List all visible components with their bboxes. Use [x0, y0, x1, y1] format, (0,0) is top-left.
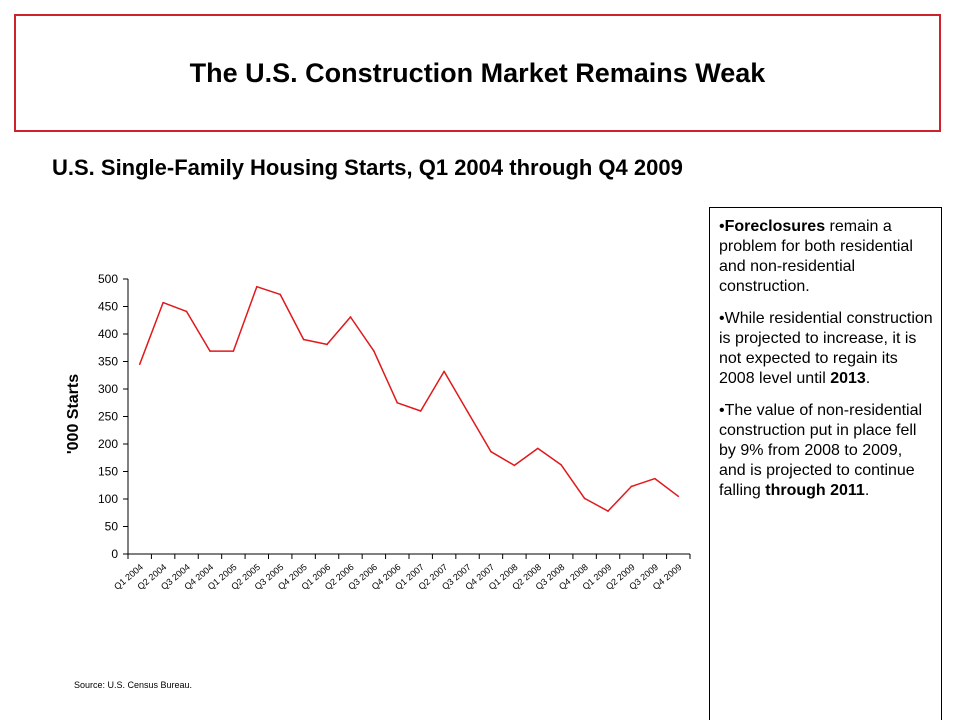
note-foreclosures: •Foreclosures remain a problem for both …	[719, 218, 913, 295]
y-axis-label: '000 Starts	[65, 374, 82, 454]
note-residential-year: 2013	[830, 370, 866, 387]
notes-panel: •Foreclosures remain a problem for both …	[709, 207, 942, 720]
y-tick-label: 300	[98, 382, 118, 396]
series-line	[138, 285, 679, 512]
y-tick-label: 150	[98, 465, 118, 479]
note-nonresidential-end: .	[864, 482, 870, 499]
note-foreclosures-text: remain a problem for both residential an…	[719, 218, 913, 295]
y-tick-label: 250	[98, 410, 118, 424]
chart-axes	[123, 278, 691, 559]
y-tick-label: 100	[98, 492, 118, 506]
page-title: The U.S. Construction Market Remains Wea…	[189, 57, 766, 88]
data-point	[419, 410, 422, 412]
note-nonresidential: •The value of non-residential constructi…	[719, 402, 923, 499]
data-point	[443, 370, 445, 373]
y-tick-label: 400	[98, 327, 118, 341]
data-point	[255, 285, 258, 288]
data-point	[677, 495, 680, 498]
y-tick-label: 500	[98, 272, 118, 286]
note-residential: •While residential construction is proje…	[719, 310, 933, 387]
series-group	[138, 285, 680, 512]
title-box: The U.S. Construction Market Remains Wea…	[14, 14, 941, 132]
data-point	[630, 485, 633, 488]
note-residential-end: .	[865, 370, 871, 387]
y-tick-label: 200	[98, 437, 118, 451]
data-point	[302, 338, 305, 341]
data-point	[162, 301, 164, 304]
y-tick-label: 50	[105, 520, 119, 534]
chart-subtitle: U.S. Single-Family Housing Starts, Q1 20…	[52, 155, 683, 180]
data-point	[396, 401, 399, 404]
data-point	[513, 464, 516, 467]
y-tick-label: 0	[111, 547, 118, 561]
y-tick-label: 350	[98, 355, 118, 369]
data-point	[560, 464, 563, 466]
note-foreclosures-lead: Foreclosures	[724, 218, 826, 235]
note-nonresidential-tail: through 2011	[765, 482, 865, 499]
data-point	[583, 497, 586, 500]
data-point	[349, 316, 352, 318]
data-point	[490, 450, 492, 453]
data-point	[209, 350, 211, 352]
data-point	[607, 510, 609, 512]
housing-starts-chart: 0 50 100 150 200 250 300 350 400 450 500 Q1 2004Q2…	[65, 272, 691, 592]
data-point	[232, 350, 235, 352]
y-tick-label: 450	[98, 300, 118, 314]
note-residential-text: While residential construction is projec…	[719, 310, 933, 387]
note-nonresidential-text: The value of non-residential constructio…	[719, 402, 923, 499]
data-point	[279, 293, 282, 296]
data-point	[536, 447, 539, 450]
data-point	[654, 477, 656, 480]
source-note: Source: U.S. Census Bureau.	[74, 680, 193, 690]
y-tick-labels: 0 50 100 150 200 250 300 350 400 450 500	[98, 272, 118, 561]
data-point	[138, 363, 141, 366]
data-point	[373, 350, 375, 352]
data-point	[326, 343, 328, 346]
data-point	[466, 410, 469, 413]
data-point	[185, 310, 188, 313]
